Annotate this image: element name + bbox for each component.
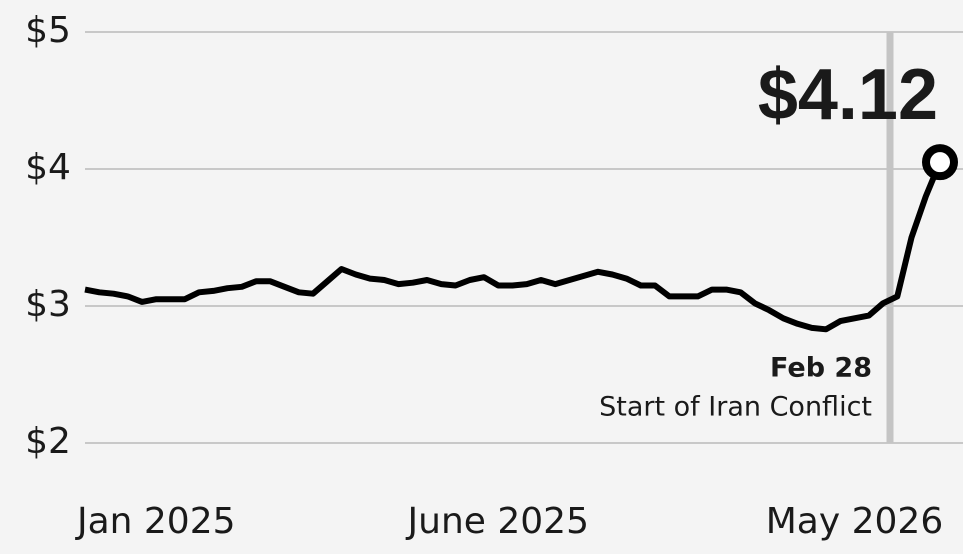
event-label: Feb 28	[770, 353, 872, 384]
y-tick-label: $4	[25, 147, 71, 188]
y-tick-label: $3	[25, 284, 71, 325]
y-tick-label: $5	[25, 10, 71, 51]
headline-value: $4.12	[758, 55, 938, 135]
x-tick-label: June 2025	[406, 501, 589, 542]
price-line	[84, 161, 943, 333]
x-tick-label: Jan 2025	[75, 501, 236, 542]
y-tick-label: $2	[25, 421, 71, 462]
x-tick-label: May 2026	[766, 501, 944, 542]
event-text: Start of Iran Conflict	[599, 392, 872, 423]
end-point	[922, 144, 958, 181]
